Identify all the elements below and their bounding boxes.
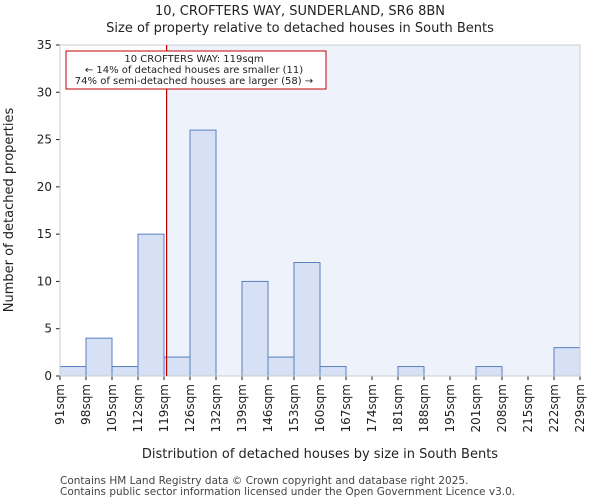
bar-222sqm [553,347,581,377]
bar-112sqm [137,233,165,377]
bar-153sqm [293,262,321,377]
x-tick-label: 153sqm [287,384,301,432]
x-tick-label: 188sqm [417,384,431,432]
x-tick-label: 215sqm [521,384,535,432]
x-tick-label: 119sqm [157,384,171,432]
bar-119sqm [163,356,191,377]
y-tick-label: 0 [44,369,52,383]
bar-181sqm [397,366,425,377]
x-tick-label: 181sqm [391,384,405,432]
y-tick-label: 15 [37,227,52,241]
y-tick-label: 25 [37,133,52,147]
x-axis-ticks: 91sqm 98sqm 105sqm 112sqm 119sqm 126sqm 132sqm… [53,376,587,432]
x-tick-label: 112sqm [131,384,145,432]
bar-126sqm [189,129,217,377]
footer-line1: Contains HM Land Registry data © Crown c… [60,475,468,487]
annotation-box [65,50,327,90]
x-tick-label: 132sqm [209,384,223,432]
bar-160sqm [319,366,347,377]
plot-frame [59,44,581,377]
bar-98sqm [85,337,113,377]
annotation-line3: 74% of semi-detached houses are larger (… [75,76,313,87]
bar-201sqm [475,366,503,377]
y-tick-label: 30 [37,85,52,99]
chart-title-line2: Size of property relative to detached ho… [106,21,494,36]
x-tick-label: 98sqm [79,384,93,425]
annotation-line1: 10 CROFTERS WAY: 119sqm [124,54,263,65]
y-tick-label: 35 [37,38,52,52]
x-tick-label: 105sqm [105,384,119,432]
chart-title-line1: 10, CROFTERS WAY, SUNDERLAND, SR6 8BN [155,4,445,19]
x-tick-label: 222sqm [547,384,561,432]
x-tick-label: 174sqm [365,384,379,432]
y-tick-label: 10 [37,274,52,288]
x-axis-label: Distribution of detached houses by size … [142,447,498,462]
y-tick-label: 20 [37,180,52,194]
highlight-region [166,45,580,376]
bar-146sqm [267,356,295,377]
bars-group [59,129,581,377]
x-tick-label: 126sqm [183,384,197,432]
annotation-line2: ← 14% of detached houses are smaller (11… [85,65,303,76]
bar-91sqm [59,366,87,377]
bar-105sqm [111,366,139,377]
footer-line2: Contains public sector information licen… [60,486,515,498]
y-axis-ticks: 0 5 10 15 20 25 30 35 [37,38,60,383]
x-tick-label: 160sqm [313,384,327,432]
x-tick-label: 208sqm [495,384,509,432]
bar-139sqm [241,280,269,377]
x-tick-label: 139sqm [235,384,249,432]
y-tick-label: 5 [44,322,52,336]
x-tick-label: 195sqm [443,384,457,432]
x-tick-label: 167sqm [339,384,353,432]
x-tick-label: 229sqm [573,384,587,432]
x-tick-label: 201sqm [469,384,483,432]
x-tick-label: 91sqm [53,384,67,425]
y-axis-label: Number of detached properties [2,108,17,313]
x-tick-label: 146sqm [261,384,275,432]
